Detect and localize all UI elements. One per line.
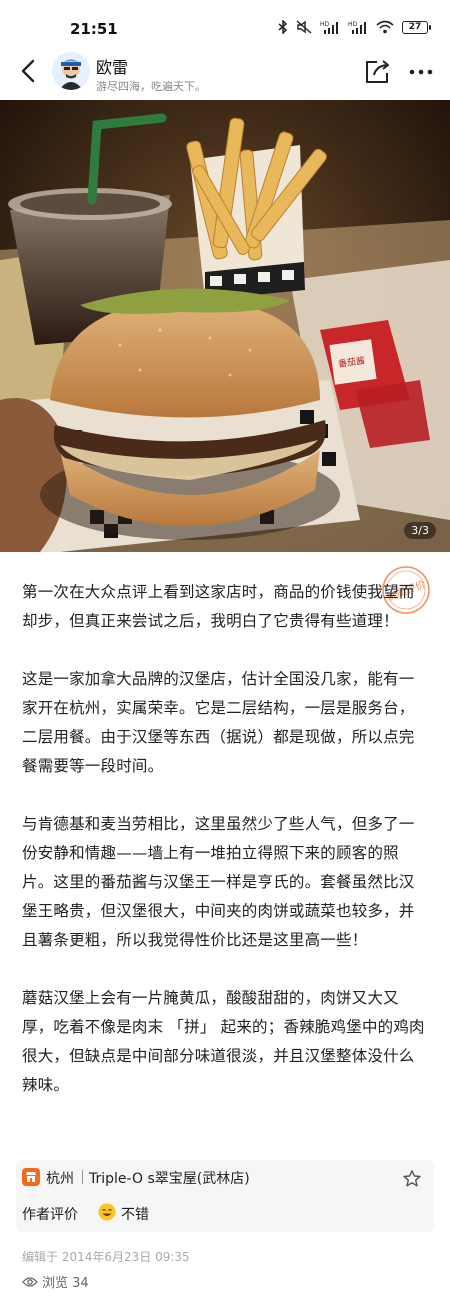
review-paragraph: 蘑菇汉堡上会有一片腌黄瓜，酸酸甜甜的，肉饼又大又厚，吃着不像是肉末 「拼」 起来… — [22, 989, 425, 1094]
mute-icon — [296, 20, 312, 34]
status-icons: HD HD 27 — [278, 20, 431, 34]
back-button[interactable] — [14, 56, 44, 86]
author-name[interactable]: 欧雷 — [96, 58, 129, 77]
review-paragraph: 第一次在大众点评上看到这家店时，商品的价钱使我望而却步，但真正来尝试之后，我明白… — [22, 583, 415, 630]
shop-divider — [82, 1170, 83, 1184]
view-count-text: 浏览 34 — [42, 1276, 89, 1291]
rating-value: 不错 — [121, 1207, 149, 1223]
star-icon — [403, 1170, 421, 1187]
share-button[interactable] — [362, 58, 392, 86]
review-body: 第一次在大众点评上看到这家店时，商品的价钱使我望而却步，但真正来尝试之后，我明白… — [22, 578, 428, 1129]
favorite-button[interactable] — [402, 1169, 422, 1189]
view-count: 浏览 34 — [22, 1272, 89, 1291]
battery-icon: 27 — [402, 20, 431, 34]
review-paragraph: 与肯德基和麦当劳相比，这里虽然少了些人气，但多了一份安静和情趣——墙上有一堆拍立… — [22, 815, 415, 949]
photo-counter: 3/3 — [404, 522, 436, 539]
signal-hd-icon: HD — [348, 21, 366, 34]
more-icon — [409, 69, 433, 75]
post-header: 欧雷 游尽四海，吃遍天下。 — [0, 48, 450, 100]
shop-city: 杭州 — [46, 1171, 74, 1187]
svg-text:HD: HD — [320, 21, 330, 28]
author-avatar[interactable] — [52, 52, 90, 90]
ketchup-packet-text: 番茄酱 — [337, 354, 365, 370]
post-photo[interactable]: 番茄酱 — [0, 100, 450, 552]
more-button[interactable] — [406, 60, 436, 84]
shop-name[interactable]: Triple-O s翠宝屋(武林店) — [89, 1171, 250, 1187]
smile-emoji-icon — [98, 1203, 116, 1221]
status-bar: 21:51 HD HD 27 — [0, 0, 450, 48]
edit-time: 编辑于 2014年6月23日 09:35 — [22, 1250, 190, 1264]
back-icon — [21, 59, 35, 83]
shop-icon — [22, 1168, 40, 1186]
bluetooth-icon — [278, 20, 288, 34]
wifi-icon — [376, 20, 394, 34]
signal-hd-icon: HD — [320, 21, 338, 34]
svg-text:HD: HD — [348, 21, 358, 28]
status-time: 21:51 — [70, 20, 118, 38]
rating-label: 作者评价 — [22, 1207, 78, 1223]
review-paragraph: 这是一家加拿大品牌的汉堡店，估计全国没几家，能有一家开在杭州，实属荣幸。它是二层… — [22, 670, 415, 775]
burger-meal-image: 番茄酱 — [0, 100, 450, 552]
quality-review-stamp: 优质评价 — [382, 566, 430, 614]
shop-card[interactable]: 杭州 Triple-O s翠宝屋(武林店) 作者评价 不错 — [16, 1160, 434, 1232]
share-icon — [366, 60, 389, 83]
eye-icon — [22, 1276, 38, 1287]
author-bio: 游尽四海，吃遍天下。 — [96, 80, 206, 93]
